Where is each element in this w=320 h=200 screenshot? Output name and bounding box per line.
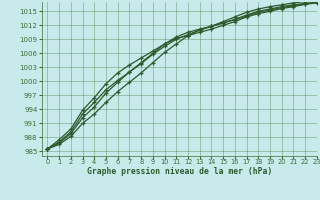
X-axis label: Graphe pression niveau de la mer (hPa): Graphe pression niveau de la mer (hPa)	[87, 167, 272, 176]
